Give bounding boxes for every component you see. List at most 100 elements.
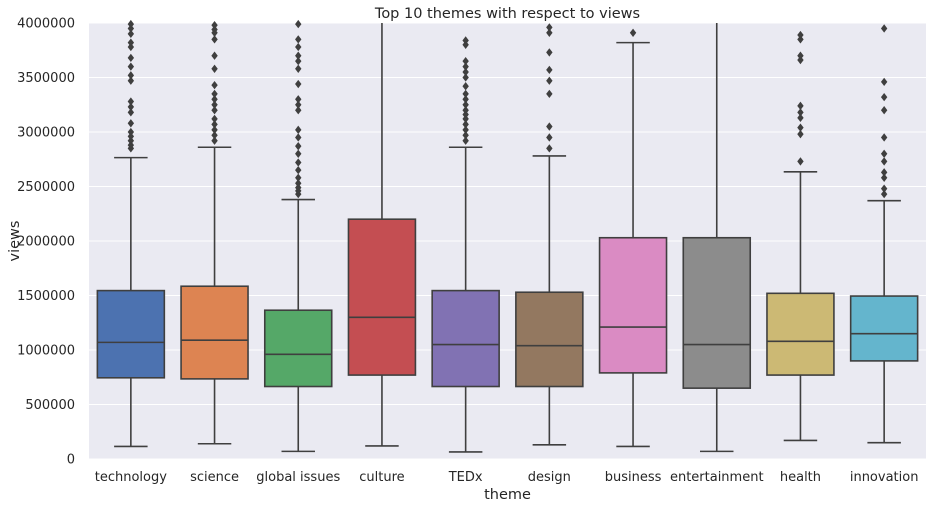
outlier-point <box>797 108 804 117</box>
iqr-box <box>180 285 249 380</box>
iqr-box <box>431 289 500 388</box>
outlier-point <box>295 95 302 104</box>
outlier-point <box>880 106 888 115</box>
outlier-point <box>127 71 135 80</box>
outlier-point <box>462 40 469 49</box>
boxes-group <box>96 19 919 453</box>
outlier-point <box>546 28 553 37</box>
outlier-point <box>880 189 888 199</box>
outlier-point <box>546 65 553 75</box>
box-innovation <box>849 24 919 444</box>
outlier-point <box>211 136 218 145</box>
outlier-point <box>211 100 218 109</box>
y-tick-label: 3500000 <box>17 71 75 86</box>
outlier-point <box>462 56 469 66</box>
outlier-point <box>629 28 637 37</box>
outlier-point <box>462 120 469 129</box>
outlier-point <box>295 173 302 182</box>
outlier-point <box>880 24 888 33</box>
outlier-point <box>127 108 135 117</box>
outlier-point <box>295 64 302 73</box>
outlier-point <box>462 114 469 124</box>
iqr-box <box>347 218 417 376</box>
outlier-point <box>797 101 804 110</box>
outlier-point <box>127 140 135 150</box>
outlier-point <box>211 25 218 34</box>
y-tick-label: 2500000 <box>17 180 75 195</box>
y-tick-label: 2000000 <box>17 235 75 250</box>
x-tick-label: entertainment <box>670 470 764 485</box>
outlier-point <box>462 100 469 109</box>
outlier-point <box>797 55 804 65</box>
iqr-box <box>598 236 668 374</box>
outlier-point <box>462 136 469 145</box>
box-global-issues <box>263 19 333 453</box>
chart-title: Top 10 themes with respect to views <box>374 6 640 22</box>
outlier-point <box>211 120 218 129</box>
outlier-point <box>211 114 218 124</box>
outlier-point <box>295 165 302 175</box>
outlier-point <box>546 122 553 131</box>
outlier-point <box>295 183 302 192</box>
outlier-point <box>127 127 135 137</box>
x-tick-label: culture <box>359 470 404 485</box>
outlier-point <box>127 24 135 33</box>
x-tick-labels: technology science global issues culture TED… <box>95 470 919 485</box>
outlier-point <box>546 144 553 153</box>
box-design <box>515 23 584 446</box>
outlier-point <box>797 130 804 139</box>
outlier-point <box>127 19 135 29</box>
outlier-point <box>127 97 135 106</box>
x-tick-label: global issues <box>256 470 340 485</box>
outlier-point <box>880 184 888 193</box>
outlier-point <box>462 110 469 119</box>
outlier-point <box>211 131 218 140</box>
outlier-point <box>797 123 804 132</box>
x-tick-label: design <box>528 470 571 485</box>
outlier-point <box>880 157 888 166</box>
outlier-point <box>797 113 804 122</box>
outlier-point <box>462 106 469 115</box>
y-tick-label: 1000000 <box>17 344 75 359</box>
outlier-point <box>797 35 804 44</box>
outlier-point <box>211 35 218 44</box>
outlier-point <box>462 125 469 134</box>
y-tick-label: 500000 <box>25 398 75 413</box>
outlier-point <box>295 79 302 89</box>
outlier-point <box>211 64 218 73</box>
outlier-point <box>127 136 135 145</box>
y-tick-label: 3000000 <box>17 126 75 141</box>
x-tick-label: technology <box>95 470 167 485</box>
outlier-point <box>295 106 302 115</box>
outlier-point <box>127 132 135 141</box>
outlier-point <box>546 133 553 142</box>
outlier-point <box>295 51 302 60</box>
outlier-point <box>797 30 804 40</box>
box-business <box>598 28 668 448</box>
outlier-point <box>211 80 218 90</box>
box-health <box>766 30 835 442</box>
outlier-point <box>127 76 135 85</box>
outlier-point <box>295 100 302 109</box>
x-tick-label: business <box>605 470 662 485</box>
outlier-point <box>127 62 135 71</box>
outlier-point <box>211 95 218 104</box>
box-TEDx <box>431 36 500 453</box>
outlier-point <box>211 21 218 30</box>
outlier-point <box>880 133 888 142</box>
outlier-point <box>211 51 218 60</box>
x-tick-label: TEDx <box>448 470 483 485</box>
iqr-box <box>515 291 584 388</box>
outlier-point <box>295 56 302 66</box>
box-culture <box>347 23 417 447</box>
x-tick-label: health <box>780 470 821 485</box>
outlier-point <box>127 53 135 63</box>
outlier-point <box>211 125 218 134</box>
y-axis-label: views <box>7 221 23 262</box>
y-tick-labels: 0 500000 1000000 1500000 2000000 2500000 30000… <box>17 17 75 468</box>
outlier-point <box>127 38 135 47</box>
iqr-box <box>263 309 333 388</box>
outlier-point <box>295 19 302 29</box>
outlier-point <box>127 42 135 52</box>
